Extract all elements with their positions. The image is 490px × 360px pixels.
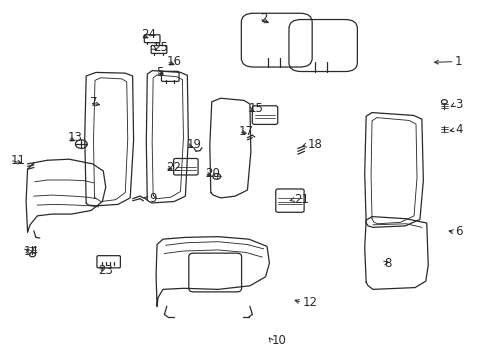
Text: 1: 1: [455, 55, 463, 68]
Text: 9: 9: [150, 192, 157, 205]
Text: 21: 21: [294, 193, 309, 206]
Text: 15: 15: [249, 103, 264, 116]
Text: 24: 24: [142, 28, 156, 41]
Text: 14: 14: [24, 245, 39, 258]
Text: 16: 16: [167, 55, 182, 68]
Text: 6: 6: [455, 225, 463, 238]
Text: 12: 12: [303, 296, 318, 309]
Text: 2: 2: [260, 12, 267, 25]
Text: 11: 11: [10, 154, 25, 167]
Text: 4: 4: [455, 123, 463, 136]
Text: 17: 17: [239, 125, 254, 138]
Text: 25: 25: [153, 41, 168, 54]
Text: 13: 13: [68, 131, 83, 144]
Text: 20: 20: [205, 167, 220, 180]
Text: 18: 18: [308, 138, 322, 151]
Text: 22: 22: [166, 161, 181, 174]
Text: 19: 19: [186, 138, 201, 151]
Text: 10: 10: [272, 334, 287, 347]
Text: 7: 7: [90, 96, 98, 109]
Text: 3: 3: [455, 98, 463, 111]
Text: 8: 8: [384, 257, 392, 270]
Text: 5: 5: [156, 66, 164, 79]
Text: 23: 23: [98, 264, 113, 277]
